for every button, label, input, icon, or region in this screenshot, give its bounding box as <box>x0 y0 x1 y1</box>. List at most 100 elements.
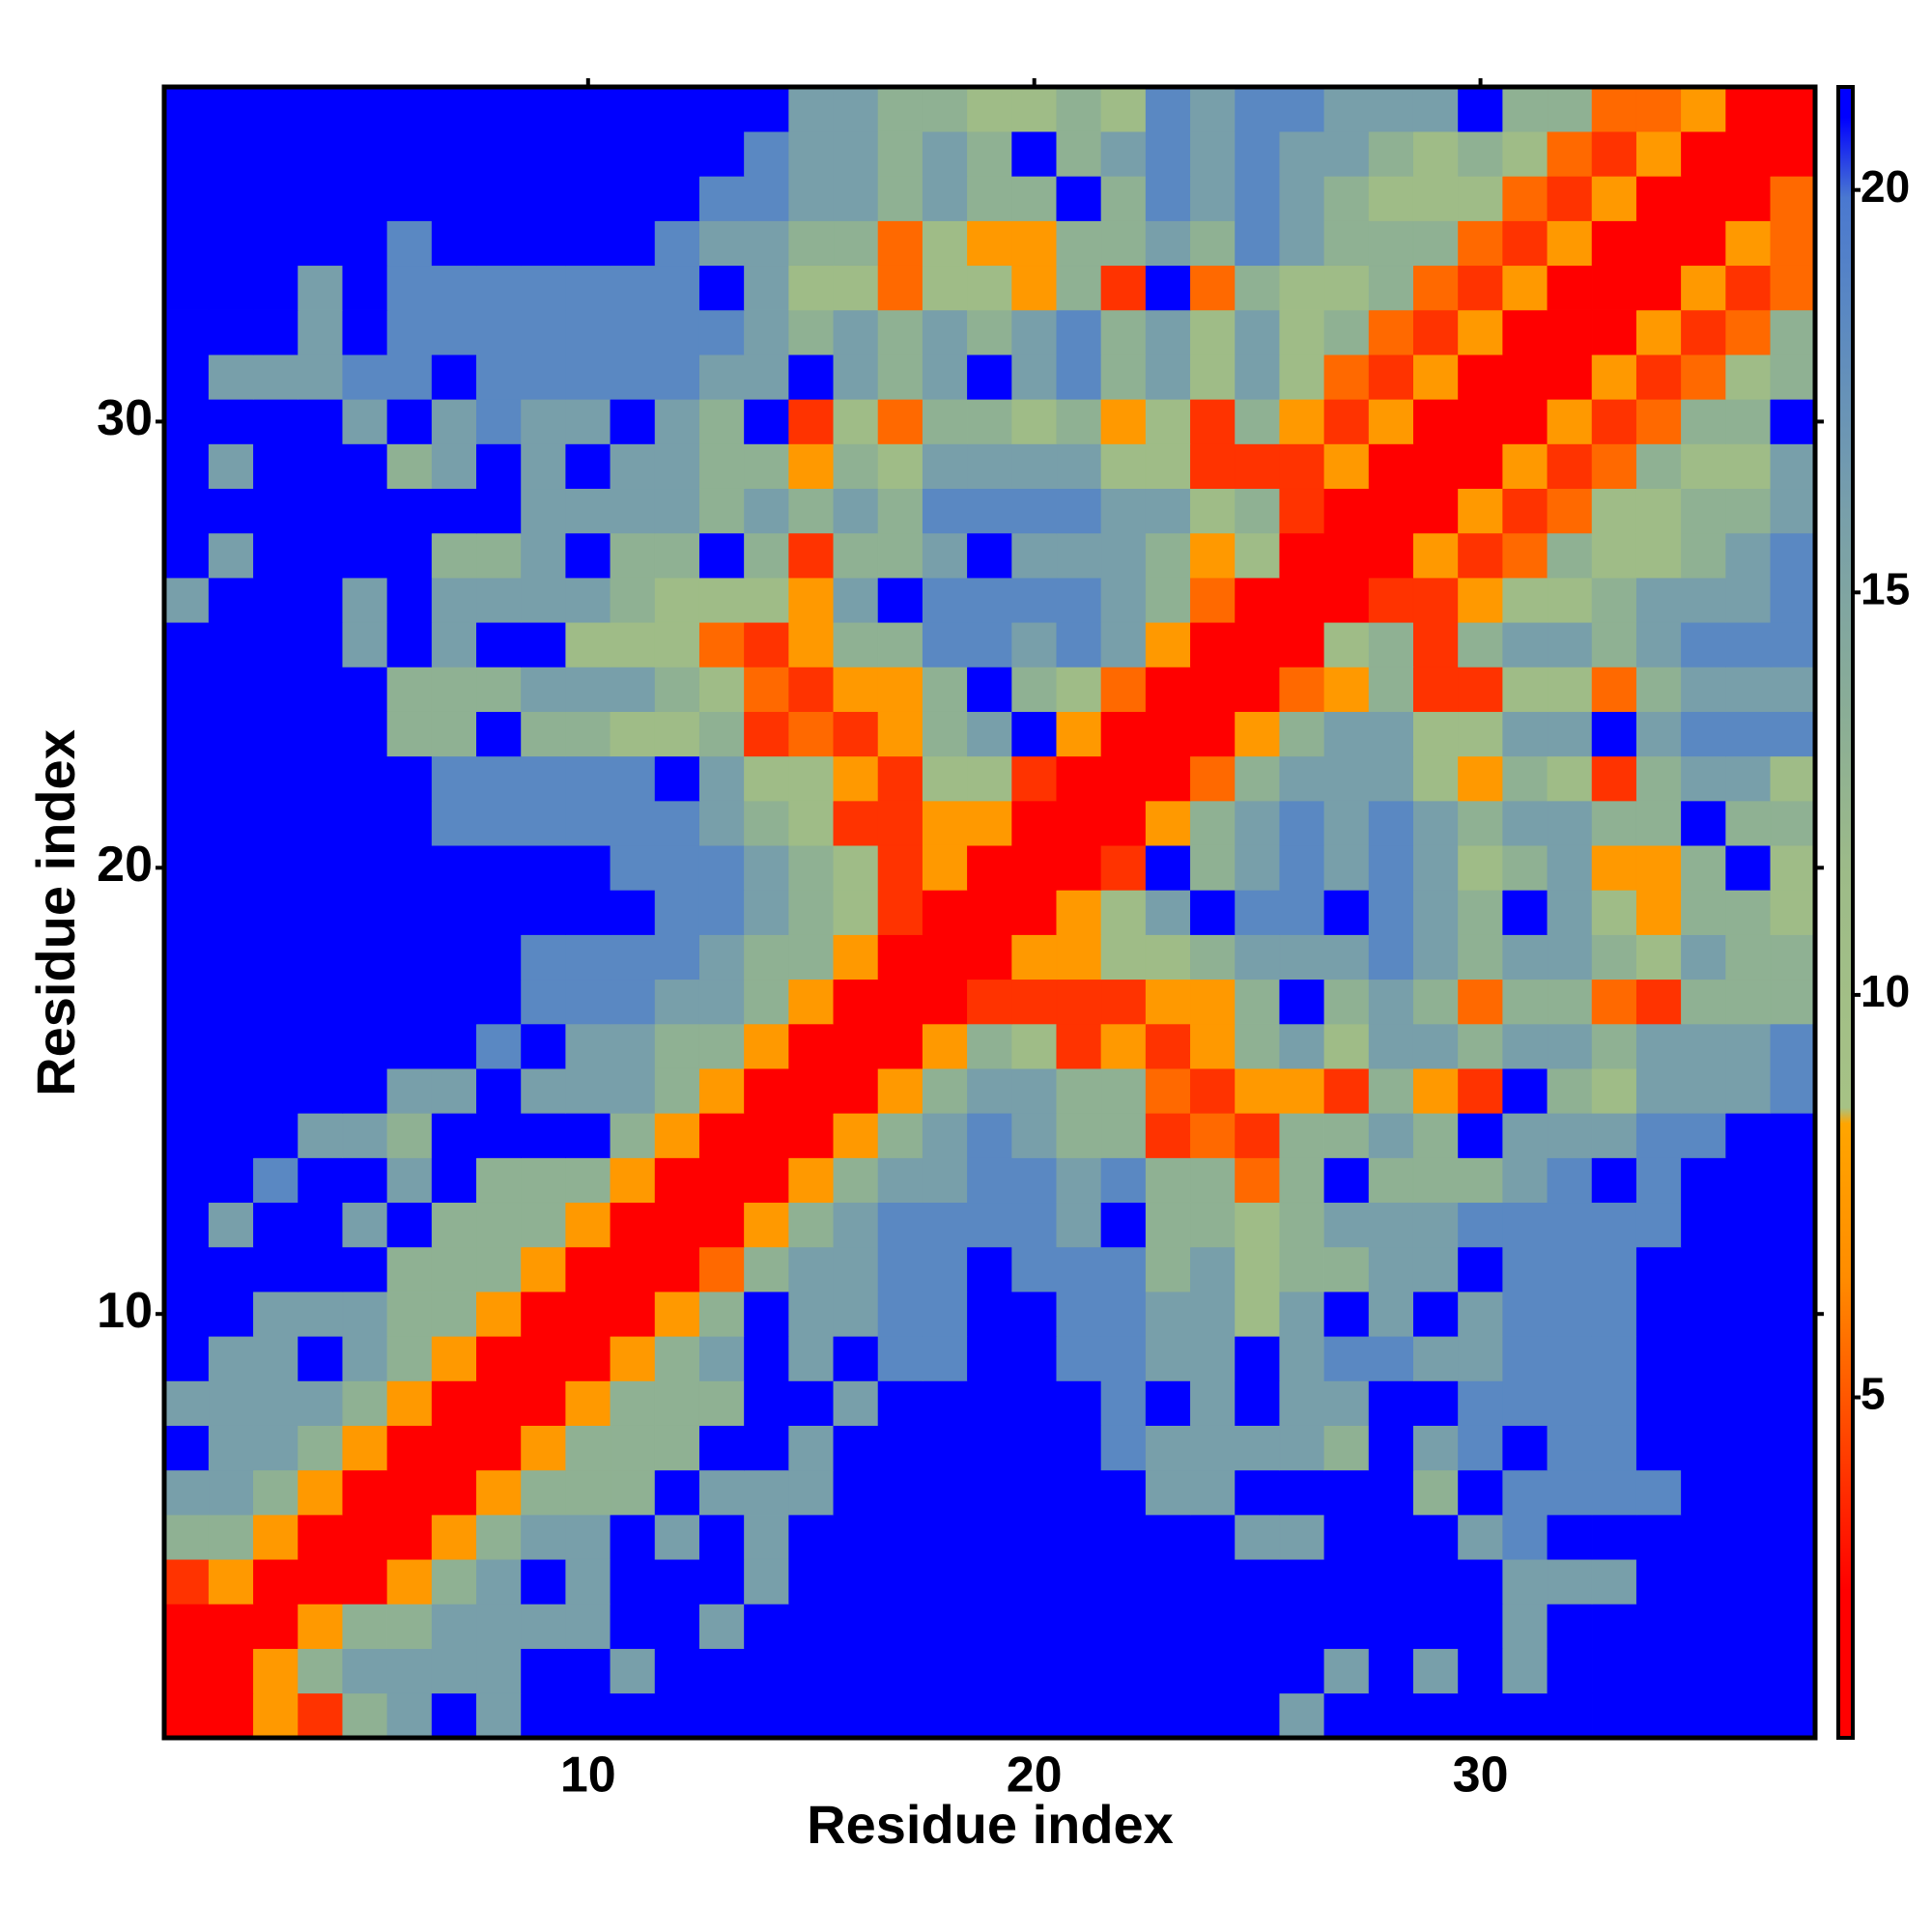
heatmap-cell <box>1145 1380 1191 1426</box>
heatmap-cell <box>1502 1425 1548 1471</box>
heatmap-cell <box>163 443 210 490</box>
heatmap-cell <box>565 130 611 177</box>
heatmap-cell <box>1056 800 1102 846</box>
heatmap-cell <box>654 1604 700 1649</box>
heatmap-cell <box>1502 755 1548 802</box>
heatmap-cell <box>698 1023 745 1069</box>
heatmap-cell <box>967 800 1012 846</box>
heatmap-cell <box>253 1157 298 1204</box>
heatmap-cell <box>431 1380 477 1426</box>
heatmap-cell <box>877 1604 923 1649</box>
heatmap-cell <box>1502 399 1548 444</box>
heatmap-cell <box>744 1558 789 1605</box>
heatmap-cell <box>967 934 1012 980</box>
heatmap-cell <box>1368 711 1414 757</box>
heatmap-cell <box>431 1157 477 1204</box>
heatmap-cell <box>1502 130 1548 177</box>
heatmap-cell <box>788 934 835 980</box>
heatmap-cell <box>163 1514 210 1560</box>
heatmap-cell <box>610 979 656 1025</box>
heatmap-cell <box>342 1692 388 1739</box>
heatmap-cell <box>1100 800 1147 846</box>
heatmap-cell <box>163 1380 210 1426</box>
heatmap-cell <box>521 1648 567 1694</box>
heatmap-cell <box>208 1648 254 1694</box>
heatmap-cell <box>521 488 567 534</box>
heatmap-cell <box>1145 1514 1191 1560</box>
heatmap-cell <box>1368 1291 1414 1337</box>
heatmap-cell <box>967 1425 1012 1471</box>
heatmap-cell <box>1770 532 1816 579</box>
heatmap-cell <box>922 309 968 355</box>
heatmap-cell <box>654 1469 700 1516</box>
heatmap-cell <box>431 1246 477 1293</box>
heatmap-cell <box>1458 1157 1503 1204</box>
heatmap-cell <box>1011 265 1058 311</box>
heatmap-cell <box>610 1202 656 1248</box>
heatmap-cell <box>1100 755 1147 802</box>
heatmap-cell <box>967 354 1012 400</box>
heatmap-cell <box>1547 532 1593 579</box>
heatmap-cell <box>476 844 522 891</box>
heatmap-cell <box>1547 1023 1593 1069</box>
colorbar-tick-label: 5 <box>1861 1369 1886 1419</box>
heatmap-cell <box>1190 176 1236 221</box>
heatmap-cell <box>922 979 968 1025</box>
heatmap-cell <box>565 443 611 490</box>
heatmap-cell <box>1725 577 1772 623</box>
heatmap-cell <box>698 1469 745 1516</box>
colorbar-tick-label: 10 <box>1861 966 1910 1016</box>
heatmap-cell <box>1279 220 1325 267</box>
heatmap-cell <box>342 532 388 579</box>
heatmap-cell <box>565 1604 611 1649</box>
heatmap-cell <box>1502 488 1548 534</box>
heatmap-cell <box>1412 577 1459 623</box>
heatmap-cell <box>1458 532 1503 579</box>
heatmap-cell <box>877 265 923 311</box>
heatmap-cell <box>1770 755 1816 802</box>
heatmap-cell <box>1770 844 1816 891</box>
heatmap-cell <box>1145 934 1191 980</box>
heatmap-cell <box>1323 1604 1370 1649</box>
heatmap-cell <box>698 1425 745 1471</box>
heatmap-cell <box>1190 755 1236 802</box>
heatmap-cell <box>476 220 522 267</box>
heatmap-cell <box>1458 934 1503 980</box>
heatmap-cell <box>1190 1380 1236 1426</box>
heatmap-cell <box>833 265 879 311</box>
heatmap-cell <box>565 979 611 1025</box>
heatmap-cell <box>1145 844 1191 891</box>
heatmap-cell <box>698 1067 745 1114</box>
heatmap-cell <box>1770 1425 1816 1471</box>
heatmap-cell <box>208 1514 254 1560</box>
heatmap-cell <box>253 1604 298 1649</box>
heatmap-cell <box>253 1202 298 1248</box>
heatmap-cell <box>1458 1692 1503 1739</box>
heatmap-cell <box>253 443 298 490</box>
heatmap-cell <box>1547 1380 1593 1426</box>
heatmap-cell <box>1368 844 1414 891</box>
heatmap-cell <box>1323 621 1370 668</box>
heatmap-cell <box>253 1425 298 1471</box>
heatmap-cell <box>565 800 611 846</box>
heatmap-cell <box>386 577 433 623</box>
y-tick-label: 30 <box>97 390 153 446</box>
heatmap-cell <box>1502 176 1548 221</box>
heatmap-cell <box>1011 890 1058 935</box>
heatmap-cell <box>565 621 611 668</box>
heatmap-cell <box>610 1113 656 1158</box>
heatmap-cell <box>1681 890 1726 935</box>
heatmap-cell <box>1323 890 1370 935</box>
heatmap-cell <box>521 309 567 355</box>
heatmap-cell <box>342 176 388 221</box>
heatmap-cell <box>1412 1380 1459 1426</box>
heatmap-cell <box>565 1558 611 1605</box>
y-tick-label: 20 <box>97 837 153 893</box>
heatmap-cell <box>1100 265 1147 311</box>
heatmap-cell <box>386 130 433 177</box>
heatmap-cell <box>877 1335 923 1381</box>
heatmap-cell <box>386 176 433 221</box>
heatmap-cell <box>342 1246 388 1293</box>
heatmap-cell <box>1458 1514 1503 1560</box>
heatmap-cell <box>788 1291 835 1337</box>
